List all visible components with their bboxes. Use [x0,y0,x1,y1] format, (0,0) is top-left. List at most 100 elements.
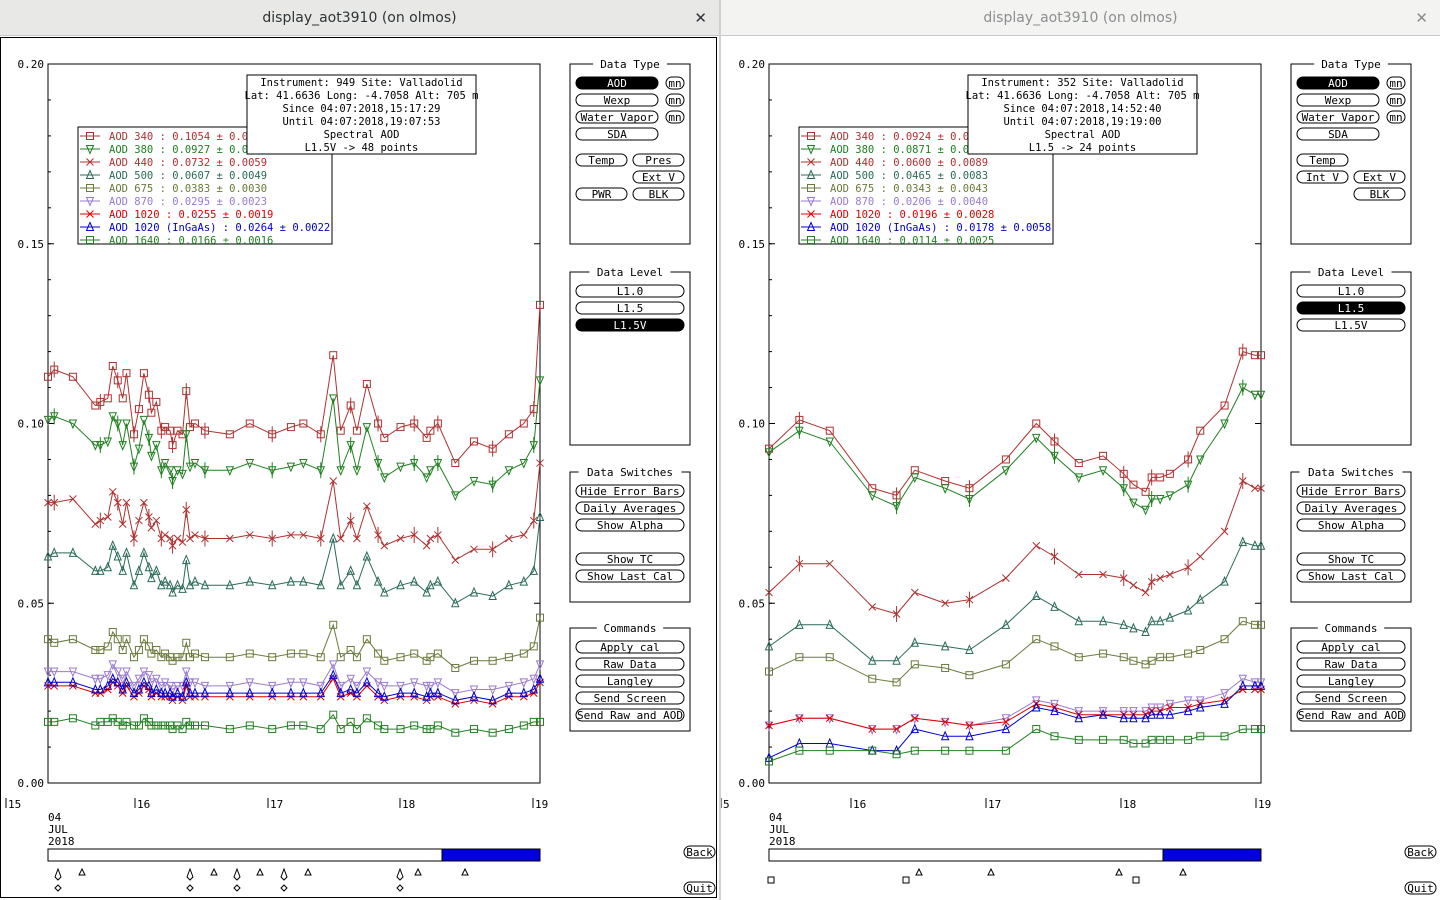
switch-show-tc-button-label[interactable]: Show TC [607,553,653,566]
level-l1-5v-button[interactable]: L1.5V [575,318,685,332]
temp-button-label[interactable]: Temp [1309,154,1336,167]
pwr-button-label[interactable]: PWR [592,188,612,201]
aod-mn-button-shape[interactable] [1386,76,1406,90]
level-l1-5-button-shape[interactable] [575,301,685,315]
sda-button[interactable]: SDA [1296,127,1380,141]
timeline-selection[interactable] [441,848,541,862]
wexp-button-shape[interactable] [1296,93,1380,107]
close-icon[interactable]: ✕ [694,9,707,27]
water-vapor-mn-button[interactable]: mn [1386,110,1406,124]
level-l1-0-button[interactable]: L1.0 [1296,284,1406,298]
switch-show-last-cal-button[interactable]: Show Last Cal [575,569,685,583]
command-send-raw-and-aod-button-shape[interactable] [1296,708,1406,722]
back-button[interactable]: Back [1404,845,1437,859]
switch-show-alpha-button-label[interactable]: Show Alpha [597,519,663,532]
switch-daily-averages-button-label[interactable]: Daily Averages [584,502,677,515]
switch-show-last-cal-button-label[interactable]: Show Last Cal [587,570,673,583]
wexp-button-label[interactable]: Wexp [1325,94,1352,107]
command-apply-cal-button-label[interactable]: Apply cal [600,641,660,654]
pres-button-shape[interactable] [632,153,685,167]
wexp-mn-button[interactable]: mn [1386,93,1406,107]
switch-hide-error-bars-button-label[interactable]: Hide Error Bars [580,485,679,498]
titlebar-left[interactable]: display_aot3910 (on olmos) ✕ [0,0,719,36]
switch-show-tc-button[interactable]: Show TC [575,552,685,566]
command-send-screen-button[interactable]: Send Screen [575,691,685,705]
water-vapor-button[interactable]: Water Vapor [575,110,659,124]
aod-mn-button[interactable]: mn [1386,76,1406,90]
back-button[interactable]: Back [683,845,716,859]
level-l1-0-button-shape[interactable] [1296,284,1406,298]
temp-button[interactable]: Temp [575,153,628,167]
switch-hide-error-bars-button[interactable]: Hide Error Bars [575,484,685,498]
level-l1-5-button-label[interactable]: L1.5 [1338,302,1365,315]
timeline-selection[interactable] [1162,848,1262,862]
sda-button-shape[interactable] [575,127,659,141]
command-langley-button[interactable]: Langley [1296,674,1406,688]
switch-show-last-cal-button-label[interactable]: Show Last Cal [1308,570,1394,583]
switch-show-tc-button-shape[interactable] [1296,552,1406,566]
close-icon[interactable]: ✕ [1415,9,1428,27]
command-raw-data-button[interactable]: Raw Data [1296,657,1406,671]
aod-button[interactable]: AOD [1296,76,1380,90]
water-vapor-button-shape[interactable] [1296,110,1380,124]
water-vapor-mn-button-shape[interactable] [1386,110,1406,124]
switch-daily-averages-button-label[interactable]: Daily Averages [1305,502,1398,515]
switch-hide-error-bars-button-label[interactable]: Hide Error Bars [1301,485,1400,498]
quit-button-shape[interactable] [1404,881,1437,895]
pres-button-label[interactable]: Pres [645,154,672,167]
water-vapor-mn-button-label[interactable]: mn [1389,111,1402,124]
blk-button[interactable]: BLK [1353,187,1406,201]
int-v-button-label[interactable]: Int V [1306,171,1339,184]
back-button-shape[interactable] [683,845,716,859]
level-l1-0-button[interactable]: L1.0 [575,284,685,298]
blk-button-shape[interactable] [632,187,685,201]
pwr-button-shape[interactable] [575,187,628,201]
level-l1-5-button[interactable]: L1.5 [1296,301,1406,315]
wexp-button-label[interactable]: Wexp [604,94,631,107]
wexp-mn-button-shape[interactable] [665,93,685,107]
temp-button-label[interactable]: Temp [588,154,615,167]
command-send-screen-button-label[interactable]: Send Screen [594,692,667,705]
water-vapor-mn-button-shape[interactable] [665,110,685,124]
command-apply-cal-button[interactable]: Apply cal [575,640,685,654]
water-vapor-mn-button[interactable]: mn [665,110,685,124]
water-vapor-button-label[interactable]: Water Vapor [1302,111,1375,124]
command-langley-button[interactable]: Langley [575,674,685,688]
command-langley-button-shape[interactable] [1296,674,1406,688]
level-l1-5-button[interactable]: L1.5 [575,301,685,315]
command-raw-data-button-label[interactable]: Raw Data [604,658,657,671]
aod-mn-button[interactable]: mn [665,76,685,90]
int-v-button[interactable]: Int V [1296,170,1349,184]
command-send-screen-button[interactable]: Send Screen [1296,691,1406,705]
wexp-mn-button-label[interactable]: mn [668,94,681,107]
back-button-shape[interactable] [1404,845,1437,859]
switch-show-tc-button[interactable]: Show TC [1296,552,1406,566]
wexp-button[interactable]: Wexp [1296,93,1380,107]
switch-daily-averages-button-shape[interactable] [575,501,685,515]
ext-v-button[interactable]: Ext V [632,170,685,184]
command-langley-button-label[interactable]: Langley [607,675,654,688]
command-langley-button-shape[interactable] [575,674,685,688]
command-send-raw-and-aod-button-shape[interactable] [575,708,685,722]
wexp-mn-button[interactable]: mn [665,93,685,107]
command-langley-button-label[interactable]: Langley [1328,675,1375,688]
sda-button[interactable]: SDA [575,127,659,141]
command-send-raw-and-aod-button-label[interactable]: Send Raw and AOD [1298,709,1404,722]
quit-button[interactable]: Quit [683,881,716,895]
level-l1-5v-button[interactable]: L1.5V [1296,318,1406,332]
sda-button-label[interactable]: SDA [607,128,627,141]
blk-button-shape[interactable] [1353,187,1406,201]
switch-daily-averages-button-shape[interactable] [1296,501,1406,515]
aod-mn-button-shape[interactable] [665,76,685,90]
pres-button[interactable]: Pres [632,153,685,167]
quit-button-shape[interactable] [683,881,716,895]
switch-show-tc-button-shape[interactable] [575,552,685,566]
command-send-raw-and-aod-button-label[interactable]: Send Raw and AOD [577,709,683,722]
temp-button-shape[interactable] [1296,153,1349,167]
switch-daily-averages-button[interactable]: Daily Averages [1296,501,1406,515]
level-l1-0-button-label[interactable]: L1.0 [1338,285,1365,298]
blk-button-label[interactable]: BLK [649,188,669,201]
command-apply-cal-button-shape[interactable] [575,640,685,654]
ext-v-button-label[interactable]: Ext V [642,171,675,184]
water-vapor-mn-button-label[interactable]: mn [668,111,681,124]
